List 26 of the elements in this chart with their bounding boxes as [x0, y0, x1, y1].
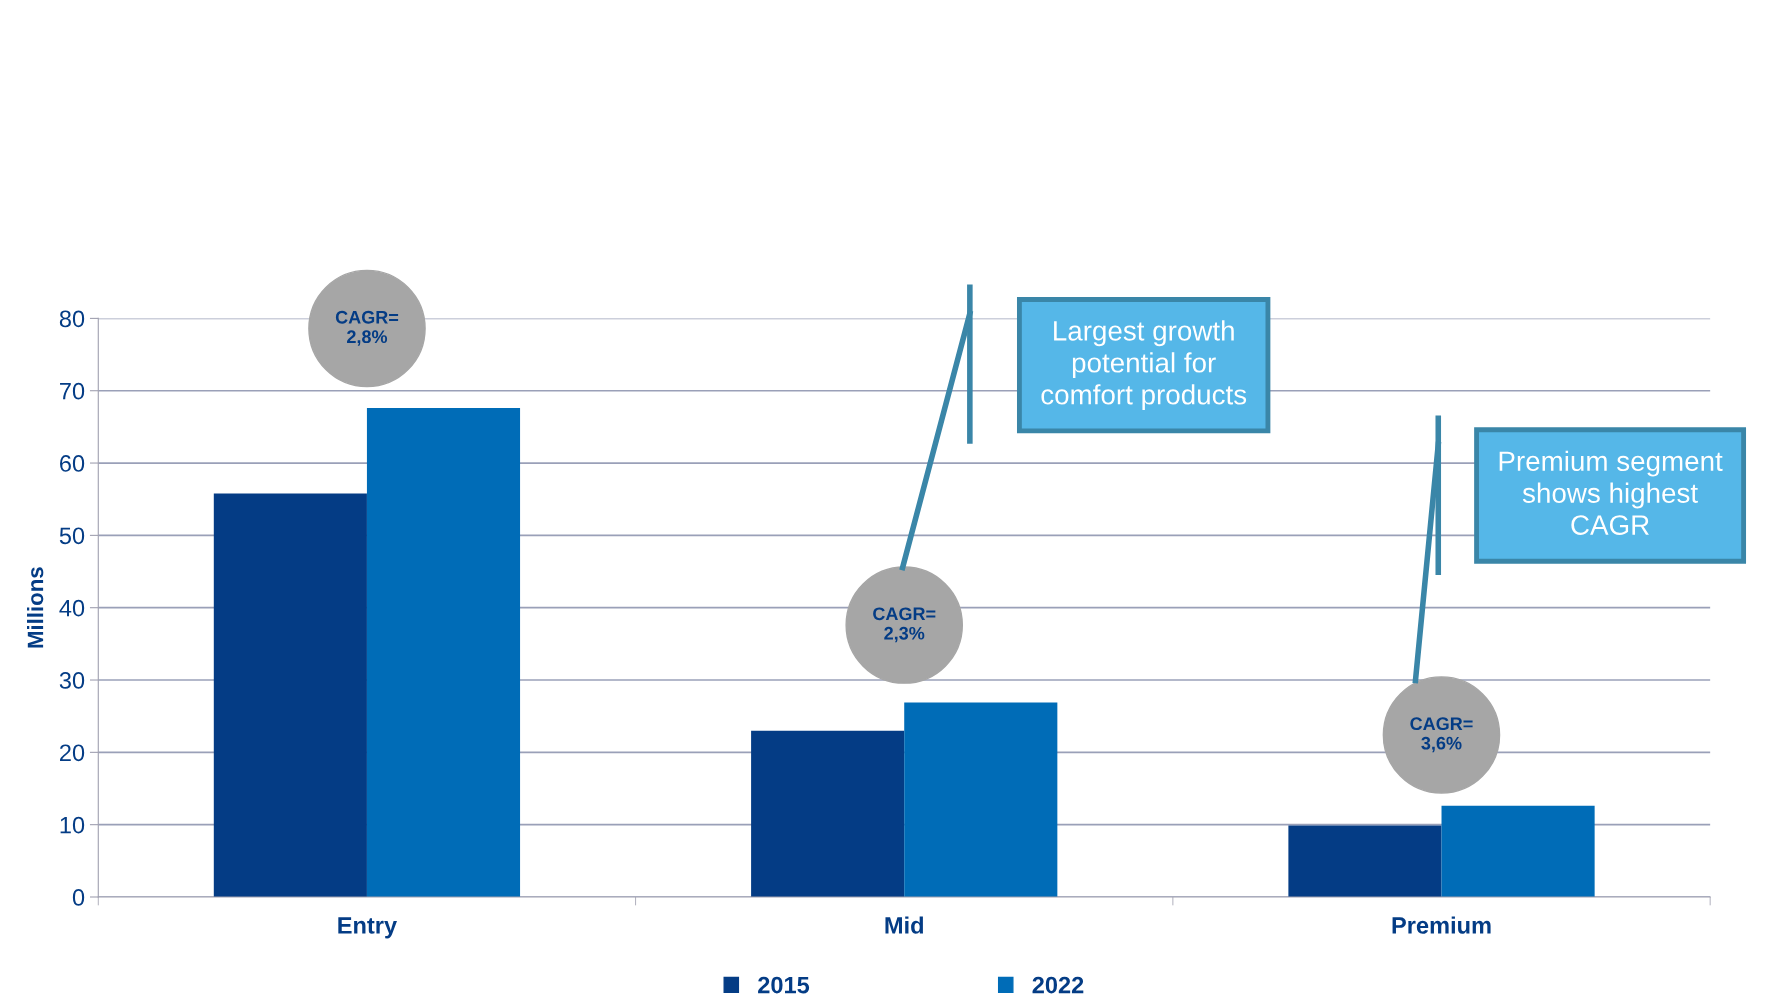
y-tick-label: 0: [72, 889, 85, 906]
bar: [751, 730, 905, 897]
y-tick-label: 50: [59, 527, 85, 545]
annotation: CAGR= 2,8%: [335, 310, 399, 346]
bar: [1288, 825, 1442, 897]
bar: [213, 493, 367, 897]
y-tick-label: 60: [60, 455, 85, 472]
annotation: CAGR= 2,3%: [873, 607, 936, 643]
bar: [904, 702, 1058, 897]
y-tick-label: 70: [60, 382, 85, 400]
y-tick-label: 20: [60, 744, 85, 762]
legend-label: 2022: [1032, 976, 1084, 994]
x-tick-label: Mid: [885, 916, 923, 934]
annotation: CAGR= 3,6%: [1410, 717, 1473, 753]
annotation: Largest growth potential for comfort products: [1041, 320, 1247, 411]
x-tick-label: Premium: [1392, 916, 1491, 934]
y-tick-label: 10: [60, 816, 85, 834]
y-tick-label: 80: [59, 310, 85, 328]
y-tick-label: 40: [59, 599, 85, 617]
legend-label: 2015: [758, 976, 810, 994]
bar: [1441, 805, 1595, 897]
y-tick-label: 30: [59, 672, 85, 689]
x-tick-label: Entry: [338, 917, 397, 939]
y-axis-title: Millions: [27, 567, 44, 648]
bar: [366, 408, 521, 897]
annotation: Premium segment shows highest CAGR: [1499, 450, 1723, 535]
